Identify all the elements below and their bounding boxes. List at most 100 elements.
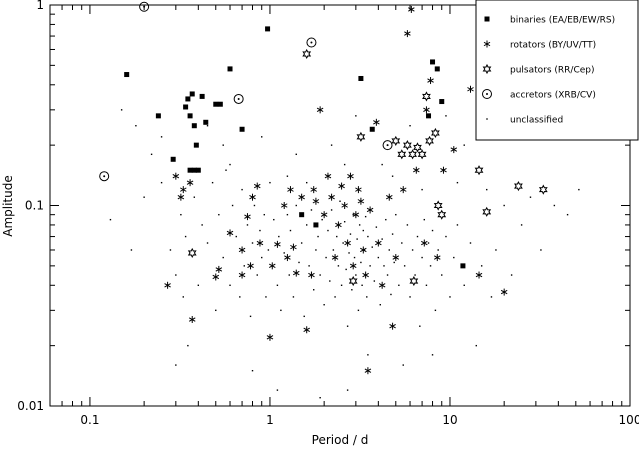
legend-entry: rotators (BY/UV/TT)	[510, 41, 596, 51]
data-point	[348, 252, 350, 254]
data-point	[276, 284, 279, 286]
data-point	[295, 153, 297, 156]
data-point	[324, 172, 332, 180]
data-point	[402, 140, 412, 151]
data-point	[206, 125, 209, 127]
data-point	[362, 271, 369, 279]
data-point	[306, 37, 317, 48]
data-point	[315, 249, 317, 251]
data-point	[280, 309, 282, 312]
data-point	[373, 118, 380, 126]
data-point	[298, 193, 305, 201]
data-point	[431, 354, 434, 356]
data-point	[329, 280, 331, 282]
data-point	[218, 213, 220, 216]
data-point	[215, 265, 223, 273]
data-point	[345, 268, 347, 271]
data-point	[339, 200, 341, 202]
data-point	[143, 196, 145, 198]
data-point	[375, 226, 378, 228]
data-point	[566, 213, 569, 216]
data-point	[445, 115, 447, 117]
x-tick-label: 10	[442, 413, 457, 427]
data-point	[395, 213, 397, 216]
data-point	[261, 256, 263, 259]
data-point	[503, 204, 505, 207]
axes: 0.1 1 10 100 0.01 0.1 1	[17, 0, 639, 427]
data-point	[355, 274, 357, 276]
data-point	[381, 238, 383, 240]
data-point	[313, 222, 319, 228]
data-point	[450, 146, 458, 154]
data-point	[456, 224, 459, 226]
legend-marker-star	[482, 63, 492, 75]
data-point	[379, 304, 381, 306]
data-point	[433, 254, 441, 262]
data-point	[206, 242, 209, 244]
data-point	[191, 167, 197, 173]
x-tick-label: 0.1	[80, 413, 99, 427]
y-tick-label: 0.1	[25, 199, 44, 213]
data-point	[341, 202, 348, 209]
data-point	[328, 193, 335, 201]
data-point	[355, 186, 362, 194]
data-point	[391, 135, 401, 146]
data-point	[259, 229, 261, 232]
data-point	[510, 274, 513, 276]
data-point	[342, 242, 344, 244]
data-point	[375, 239, 382, 247]
data-point	[251, 369, 254, 372]
data-point	[366, 296, 368, 298]
legend-marker-asterisk	[483, 40, 491, 48]
data-point	[344, 239, 351, 247]
data-point	[235, 235, 237, 238]
data-point	[422, 91, 431, 102]
data-point	[226, 229, 234, 237]
data-point	[388, 249, 390, 251]
data-point	[426, 113, 432, 119]
data-point	[383, 265, 385, 267]
data-point	[292, 296, 295, 298]
data-point	[273, 218, 275, 221]
data-point	[241, 188, 243, 191]
data-point	[406, 224, 409, 226]
data-point	[467, 85, 474, 93]
data-point	[427, 77, 434, 85]
data-point	[423, 218, 425, 221]
data-point	[409, 125, 411, 127]
data-point	[408, 149, 418, 160]
legend-marker-dotted-circle	[482, 89, 492, 99]
data-point	[189, 91, 195, 97]
series-star	[187, 48, 548, 287]
data-point	[289, 229, 292, 232]
data-point	[417, 149, 427, 160]
data-point	[253, 182, 261, 190]
data-point	[367, 354, 369, 356]
data-point	[299, 212, 305, 218]
data-point	[265, 296, 267, 298]
data-point	[238, 271, 246, 279]
data-point	[308, 265, 310, 267]
data-point	[303, 326, 310, 334]
data-point	[390, 293, 392, 296]
data-point	[323, 304, 325, 306]
data-point	[469, 242, 472, 244]
data-point	[356, 131, 366, 142]
data-point	[334, 296, 336, 298]
data-point	[319, 274, 321, 276]
data-point	[261, 136, 263, 138]
data-point	[160, 181, 163, 184]
data-point	[427, 242, 430, 244]
plot-area	[99, 1, 580, 399]
legend-marker-dot	[486, 118, 488, 120]
y-tick-label: 1	[36, 0, 44, 12]
data-point	[217, 101, 223, 107]
data-point	[404, 30, 411, 38]
data-point	[164, 281, 171, 289]
data-point	[187, 344, 189, 347]
data-point	[495, 249, 497, 251]
data-point	[416, 235, 419, 238]
data-point	[500, 288, 508, 296]
data-point	[486, 188, 488, 191]
data-point	[183, 104, 189, 110]
